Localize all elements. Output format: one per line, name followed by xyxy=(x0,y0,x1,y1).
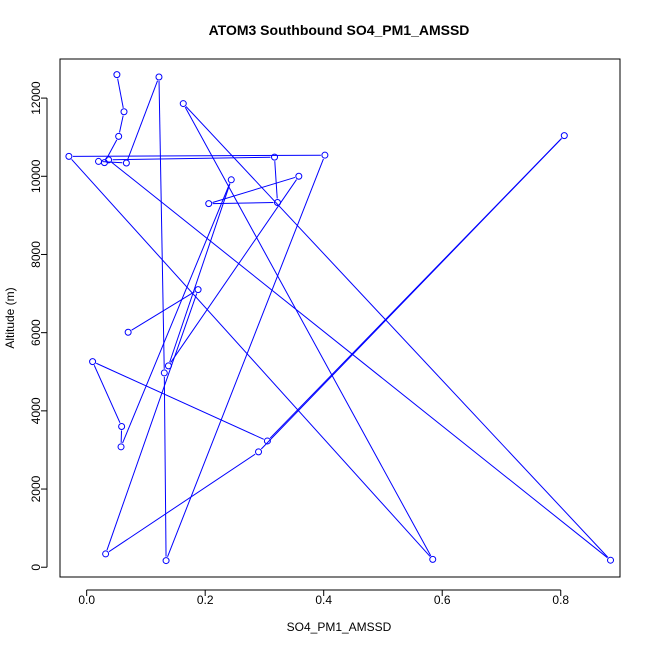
y-tick-label: 10000 xyxy=(29,159,43,193)
series-segment xyxy=(185,106,609,558)
data-point xyxy=(65,152,73,160)
data-point xyxy=(560,132,568,140)
x-tick-label: 0.4 xyxy=(315,593,332,607)
data-point xyxy=(105,156,113,164)
data-point xyxy=(120,108,128,116)
series-segment xyxy=(163,376,167,557)
series-segment xyxy=(72,154,321,157)
data-point xyxy=(113,71,121,79)
series-segment xyxy=(131,291,195,331)
series-segment xyxy=(93,365,121,424)
data-point xyxy=(179,100,187,108)
data-point xyxy=(122,159,130,167)
data-point xyxy=(89,358,97,366)
data-point xyxy=(115,132,123,140)
plot-frame xyxy=(59,58,621,578)
series-segment xyxy=(127,80,159,160)
y-tick-label: 12000 xyxy=(29,81,43,115)
data-point xyxy=(124,328,132,336)
series-segment xyxy=(274,161,278,199)
x-axis-label: SO4_PM1_AMSSD xyxy=(287,620,392,634)
data-point xyxy=(227,176,235,184)
data-point xyxy=(271,153,279,161)
y-axis: 0 2000 4000 6000 8000 10000 12000 xyxy=(29,81,48,571)
y-tick-label: 4000 xyxy=(29,397,43,424)
series-segment xyxy=(169,183,231,363)
series-segment xyxy=(96,362,264,440)
y-axis-label: Altitude (m) xyxy=(3,287,17,348)
series-segment xyxy=(119,115,124,133)
data-point xyxy=(194,286,202,294)
data-point xyxy=(117,443,125,451)
y-tick-label: 8000 xyxy=(29,241,43,268)
data-point xyxy=(321,151,329,159)
data-point xyxy=(95,157,103,165)
series-segment xyxy=(260,138,562,450)
series-segment xyxy=(112,156,271,161)
data-point xyxy=(429,555,437,563)
series-segment xyxy=(71,158,431,557)
series-segment xyxy=(184,106,432,557)
data-point xyxy=(295,172,303,180)
data-point xyxy=(205,200,213,208)
data-point xyxy=(155,73,163,81)
series-segment xyxy=(158,80,165,369)
data-point xyxy=(118,422,126,430)
series-segment xyxy=(111,161,608,559)
y-tick-label: 0 xyxy=(29,564,43,571)
series-segment xyxy=(122,183,231,444)
series-segment xyxy=(170,179,297,363)
x-axis: 0.0 0.2 0.4 0.6 0.8 xyxy=(78,589,569,607)
x-tick-label: 0.0 xyxy=(78,593,95,607)
y-tick-label: 6000 xyxy=(29,319,43,346)
data-point xyxy=(102,550,110,558)
series-segment xyxy=(212,176,296,203)
data-point xyxy=(162,557,170,565)
data-point xyxy=(160,369,168,377)
chart-title: ATOM3 Southbound SO4_PM1_AMSSD xyxy=(209,22,470,38)
x-tick-label: 0.8 xyxy=(552,593,569,607)
data-point xyxy=(164,362,172,370)
data-point xyxy=(607,556,615,564)
series-so4-pm1 xyxy=(65,71,615,565)
series-segment xyxy=(106,293,198,551)
data-point xyxy=(255,448,263,456)
x-tick-label: 0.2 xyxy=(197,593,214,607)
series-segment xyxy=(117,78,124,108)
series-segment xyxy=(108,453,256,553)
y-tick-label: 2000 xyxy=(29,475,43,502)
x-tick-label: 0.6 xyxy=(434,593,451,607)
data-point xyxy=(263,437,271,445)
data-point xyxy=(273,198,281,206)
